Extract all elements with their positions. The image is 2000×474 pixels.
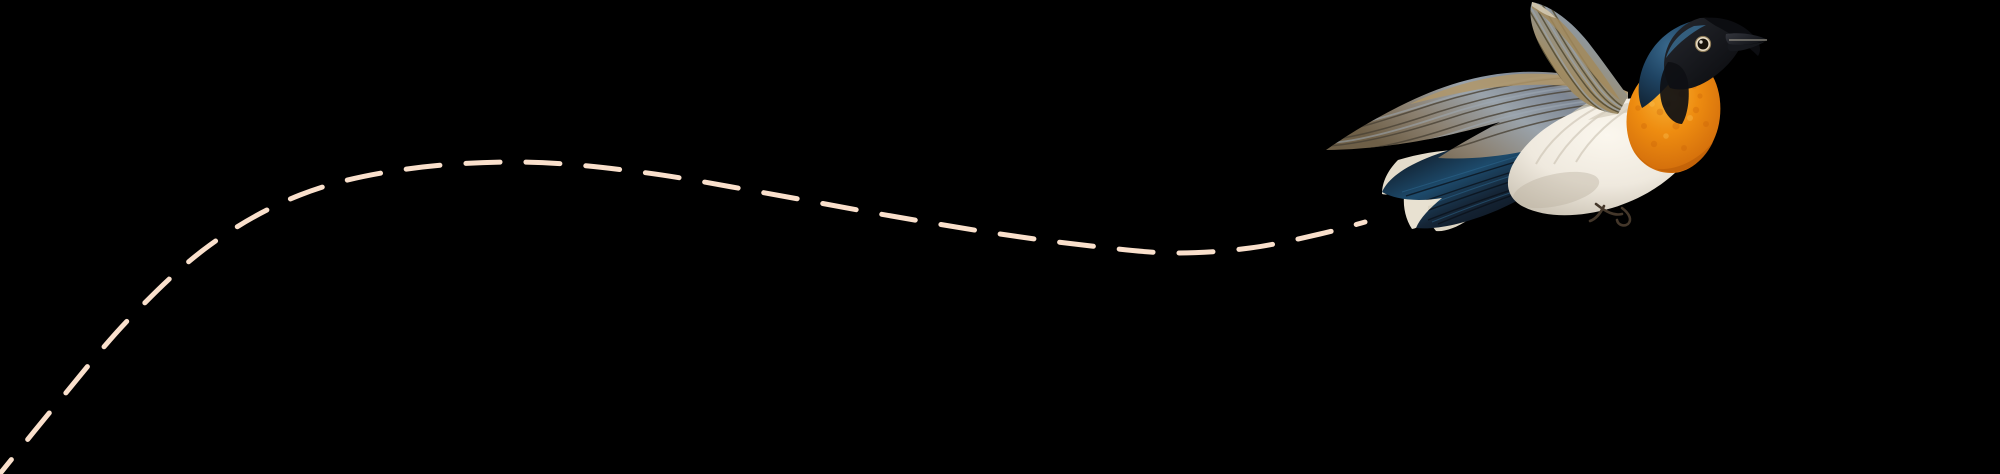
bird-upper-wing xyxy=(1530,2,1628,114)
bird-head xyxy=(1638,17,1768,124)
bird-beak xyxy=(1725,33,1768,52)
flight-path-dashed-trail xyxy=(0,159,1368,474)
bird-feet xyxy=(1588,202,1632,227)
bird-eye xyxy=(1694,35,1712,53)
